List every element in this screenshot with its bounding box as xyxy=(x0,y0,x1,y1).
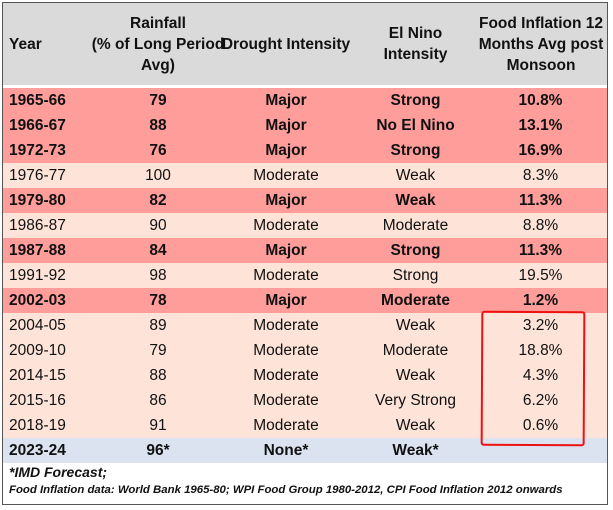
cell-rainfall: 88 xyxy=(149,367,167,384)
cell-drought: Moderate xyxy=(253,267,319,284)
header-nino: El Nino Intensity xyxy=(383,25,448,63)
table-row: 1976-77 100 Moderate Weak 8.3% xyxy=(3,163,607,188)
cell-year: 1991-92 xyxy=(9,267,66,284)
table-row: 1972-73 76 Major Strong 16.9% xyxy=(3,138,607,163)
cell-nino: Strong xyxy=(392,267,439,284)
cell-year: 2014-15 xyxy=(9,367,66,384)
cell-rainfall: 100 xyxy=(145,167,171,184)
cell-rainfall: 78 xyxy=(149,292,167,309)
cell-drought: Moderate xyxy=(253,417,319,434)
cell-rainfall: 96* xyxy=(146,442,170,459)
cell-nino: No El Nino xyxy=(376,117,455,134)
cell-year: 1972-73 xyxy=(9,142,66,159)
cell-year: 1986-87 xyxy=(9,217,66,234)
cell-nino: Moderate xyxy=(382,342,449,359)
cell-year: 2023-24 xyxy=(9,442,66,459)
table-frame: Year Rainfall (% of Long Period Avg) Dro… xyxy=(2,2,608,505)
note-source: Food Inflation data: World Bank 1965-80;… xyxy=(9,484,563,496)
cell-drought: Major xyxy=(265,192,307,209)
cell-rainfall: 76 xyxy=(149,142,167,159)
table-row: 2004-05 89 Moderate Weak 3.2% xyxy=(3,313,607,338)
cell-drought: None* xyxy=(263,442,309,459)
cell-year: 1966-67 xyxy=(9,117,66,134)
cell-food: 11.3% xyxy=(518,242,563,259)
cell-rainfall: 89 xyxy=(149,317,167,334)
cell-year: 1976-77 xyxy=(9,167,66,184)
cell-rainfall: 79 xyxy=(149,342,167,359)
cell-nino: Moderate xyxy=(381,292,450,309)
header-rainfall: Rainfall (% of Long Period Avg) xyxy=(91,14,225,74)
cell-nino: Weak* xyxy=(392,442,439,459)
cell-rainfall: 86 xyxy=(149,392,167,409)
note-forecast: *IMD Forecast; xyxy=(9,464,108,480)
cell-drought: Major xyxy=(265,117,307,134)
table-row: 2009-10 79 Moderate Moderate 18.8% xyxy=(3,338,607,363)
table-row: 2002-03 78 Major Moderate 1.2% xyxy=(3,288,607,313)
cell-rainfall: 98 xyxy=(149,267,167,284)
cell-year: 2009-10 xyxy=(9,342,66,359)
table-row: 1991-92 98 Moderate Strong 19.5% xyxy=(3,263,607,288)
cell-nino: Weak xyxy=(395,317,436,334)
cell-drought: Major xyxy=(265,142,307,159)
cell-food: 8.8% xyxy=(522,217,559,234)
cell-drought: Moderate xyxy=(253,217,319,234)
cell-rainfall: 91 xyxy=(149,417,167,434)
cell-food: 11.3% xyxy=(518,192,563,209)
header-drought: Drought Intensity xyxy=(221,35,351,53)
cell-drought: Major xyxy=(265,292,307,309)
cell-year: 1987-88 xyxy=(9,242,66,259)
cell-drought: Major xyxy=(265,242,307,259)
cell-food: 0.6% xyxy=(522,417,559,434)
cell-nino: Weak xyxy=(395,417,436,434)
table-row: 2018-19 91 Moderate Weak 0.6% xyxy=(3,413,607,438)
cell-rainfall: 79 xyxy=(149,92,167,109)
cell-drought: Moderate xyxy=(253,317,319,334)
table-row: 1987-88 84 Major Strong 11.3% xyxy=(3,238,607,263)
table-row: 2014-15 88 Moderate Weak 4.3% xyxy=(3,363,607,388)
cell-nino: Weak xyxy=(395,167,436,184)
cell-drought: Major xyxy=(265,92,307,109)
cell-food: 13.1% xyxy=(518,117,563,134)
cell-food: 3.2% xyxy=(522,317,559,334)
table-header: Year Rainfall (% of Long Period Avg) Dro… xyxy=(3,3,607,85)
cell-food: 19.5% xyxy=(518,267,563,284)
table-row: 2023-24 96* None* Weak* xyxy=(3,438,607,463)
cell-nino: Weak xyxy=(395,192,436,209)
cell-food: 1.2% xyxy=(522,292,559,309)
cell-drought: Moderate xyxy=(253,392,319,409)
cell-food: 16.9% xyxy=(518,142,563,159)
highlight-box xyxy=(480,310,586,447)
cell-drought: Moderate xyxy=(253,367,319,384)
header-food: Food Inflation 12 Months Avg post Monsoo… xyxy=(478,14,604,74)
cell-year: 1965-66 xyxy=(9,92,66,109)
cell-nino: Strong xyxy=(390,242,441,259)
table-row: 1965-66 79 Major Strong 10.8% xyxy=(3,88,607,113)
cell-food: 4.3% xyxy=(522,367,559,384)
cell-nino: Strong xyxy=(390,92,441,109)
cell-rainfall: 84 xyxy=(149,242,167,259)
cell-food: 10.8% xyxy=(518,92,563,109)
cell-nino: Very Strong xyxy=(375,392,456,409)
cell-nino: Weak xyxy=(395,367,436,384)
cell-year: 2002-03 xyxy=(9,292,66,309)
header-year: Year xyxy=(9,35,42,53)
cell-nino: Strong xyxy=(390,142,441,159)
cell-year: 2015-16 xyxy=(9,392,66,409)
cell-nino: Moderate xyxy=(382,217,449,234)
cell-food: 6.2% xyxy=(522,392,559,409)
cell-rainfall: 90 xyxy=(149,217,167,234)
cell-food: 8.3% xyxy=(522,167,559,184)
cell-drought: Moderate xyxy=(253,342,319,359)
cell-year: 2004-05 xyxy=(9,317,66,334)
cell-rainfall: 82 xyxy=(149,192,167,209)
table-row: 1966-67 88 Major No El Nino 13.1% xyxy=(3,113,607,138)
table-row: 2015-16 86 Moderate Very Strong 6.2% xyxy=(3,388,607,413)
table-row: 1979-80 82 Major Weak 11.3% xyxy=(3,188,607,213)
cell-drought: Moderate xyxy=(253,167,319,184)
table-row: 1986-87 90 Moderate Moderate 8.8% xyxy=(3,213,607,238)
cell-rainfall: 88 xyxy=(149,117,167,134)
cell-year: 2018-19 xyxy=(9,417,66,434)
cell-year: 1979-80 xyxy=(9,192,66,209)
cell-food: 18.8% xyxy=(518,342,563,359)
